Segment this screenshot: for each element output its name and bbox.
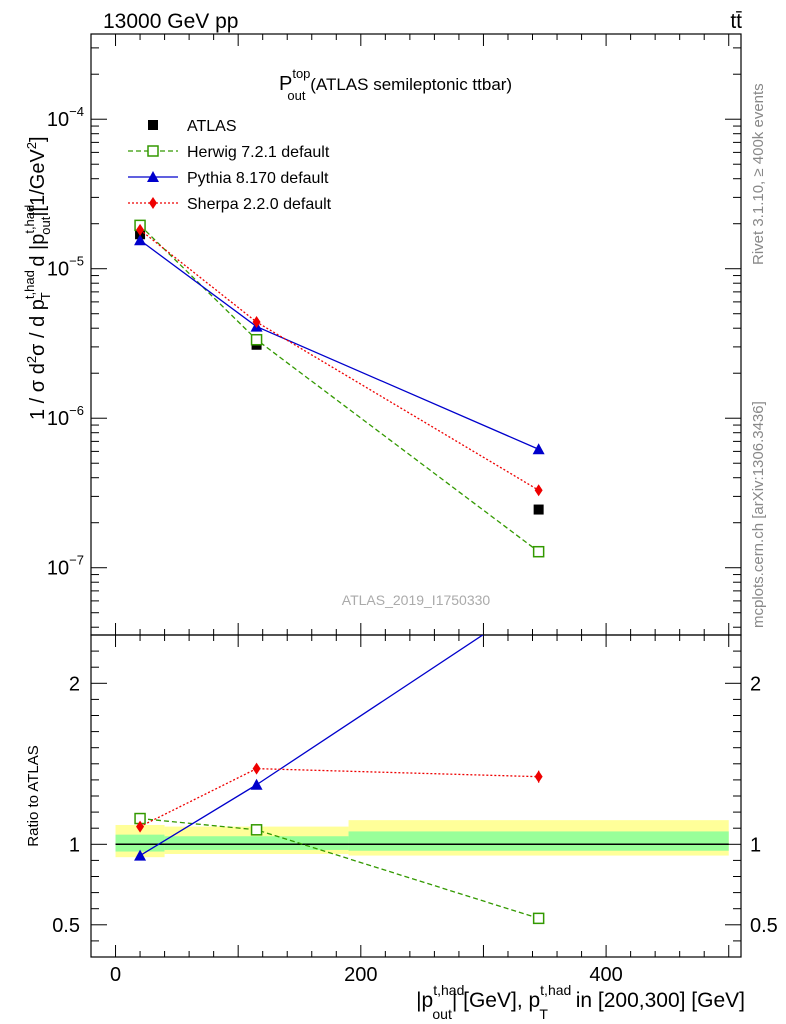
- herwig-point-top: [250, 333, 263, 346]
- legend-marker-0: [148, 120, 158, 130]
- legend-label-2: Pythia 8.170 default: [187, 170, 329, 187]
- title-main: P: [279, 73, 292, 95]
- y-tick-label-ratio-left: 1: [69, 834, 80, 856]
- y-tick-label-ratio-left: 2: [69, 673, 80, 695]
- x-tick-label: 400: [589, 964, 622, 986]
- y-tick-label-top: 10−4: [47, 104, 84, 131]
- mcplots-label: mcplots.cern.ch [arXiv:1306.3436]: [750, 401, 767, 628]
- y-axis-title-top: 1 / σ d2σ / d pt,hadT d |pt,hadout|[1/Ge…: [22, 136, 53, 420]
- analysis-watermark: ATLAS_2019_I1750330: [342, 592, 491, 608]
- herwig-line-ratio: [139, 817, 539, 919]
- ratio-panel-frame: [90, 634, 742, 958]
- y-tick-label-top: 10−7: [47, 553, 84, 580]
- pythia-point-ratio: [533, 592, 545, 603]
- x-axis-title: |pt,had out| [GeV], pt,had T in [200,300] …: [416, 982, 745, 1022]
- legend-marker-1: [147, 145, 159, 157]
- sherpa-point-top: [136, 223, 145, 236]
- process-label: tt̄: [730, 10, 742, 33]
- title-sub: out: [287, 88, 305, 103]
- green-band-0: [115, 834, 165, 852]
- top-panel-series: [134, 219, 545, 558]
- sherpa-line-top: [139, 229, 539, 491]
- legend: ATLAS Herwig 7.2.1 default Pythia 8.170 de…: [128, 118, 332, 213]
- title-rest: (ATLAS semileptonic ttbar): [306, 75, 513, 94]
- y-axis-title-ratio: Ratio to ATLAS: [25, 745, 42, 846]
- legend-marker-3: [149, 197, 157, 209]
- legend-marker-2: [147, 171, 159, 182]
- legend-label-3: Sherpa 2.2.0 default: [187, 196, 332, 213]
- axis-ticks: [91, 34, 741, 958]
- y-tick-label-ratio-right: 2: [750, 673, 761, 695]
- pythia-line-ratio: [139, 635, 484, 857]
- herwig-point-ratio: [532, 912, 545, 925]
- pythia-point-top: [532, 443, 545, 455]
- y-tick-label-top: 10−5: [47, 254, 84, 281]
- atlas-data-point: [533, 504, 544, 515]
- legend-label-1: Herwig 7.2.1 default: [187, 144, 330, 161]
- y-tick-label-top: 10−6: [47, 403, 84, 430]
- pythia-point-top: [134, 234, 147, 246]
- pythia-point-ratio: [250, 778, 263, 790]
- sherpa-line-ratio: [139, 767, 539, 828]
- rivet-label: Rivet 3.1.10, ≥ 400k events: [750, 83, 767, 265]
- pythia-point-ratio: [134, 849, 147, 861]
- ratio-uncertainty-bands: [115, 820, 729, 858]
- ratio-panel-series: [134, 592, 545, 925]
- sherpa-point-ratio: [252, 762, 261, 775]
- herwig-line-top: [139, 224, 540, 553]
- sherpa-point-top: [534, 484, 543, 497]
- y-tick-label-ratio-left: 0.5: [52, 915, 80, 937]
- pythia-line-top: [139, 239, 539, 450]
- title-sup: top: [292, 66, 310, 81]
- y-tick-label-ratio-right: 0.5: [750, 915, 778, 937]
- herwig-point-ratio: [250, 824, 263, 836]
- sherpa-point-ratio: [136, 820, 145, 833]
- x-tick-label: 200: [344, 964, 377, 986]
- x-tick-label: 0: [110, 964, 121, 986]
- energy-label: 13000 GeV pp: [103, 10, 238, 33]
- chart-title: Ptop out (ATLAS semileptonic ttbar): [279, 66, 512, 103]
- sherpa-point-top: [252, 316, 261, 329]
- tick-labels: 0 200 400 10−7 10−6 10−5 10−4 0.5 0.5 1 1 2 2: [47, 104, 778, 986]
- green-band-2: [348, 831, 729, 851]
- y-tick-label-ratio-right: 1: [750, 834, 761, 856]
- green-band-1: [164, 836, 349, 850]
- herwig-point-top: [532, 545, 545, 558]
- legend-label-0: ATLAS: [187, 118, 237, 135]
